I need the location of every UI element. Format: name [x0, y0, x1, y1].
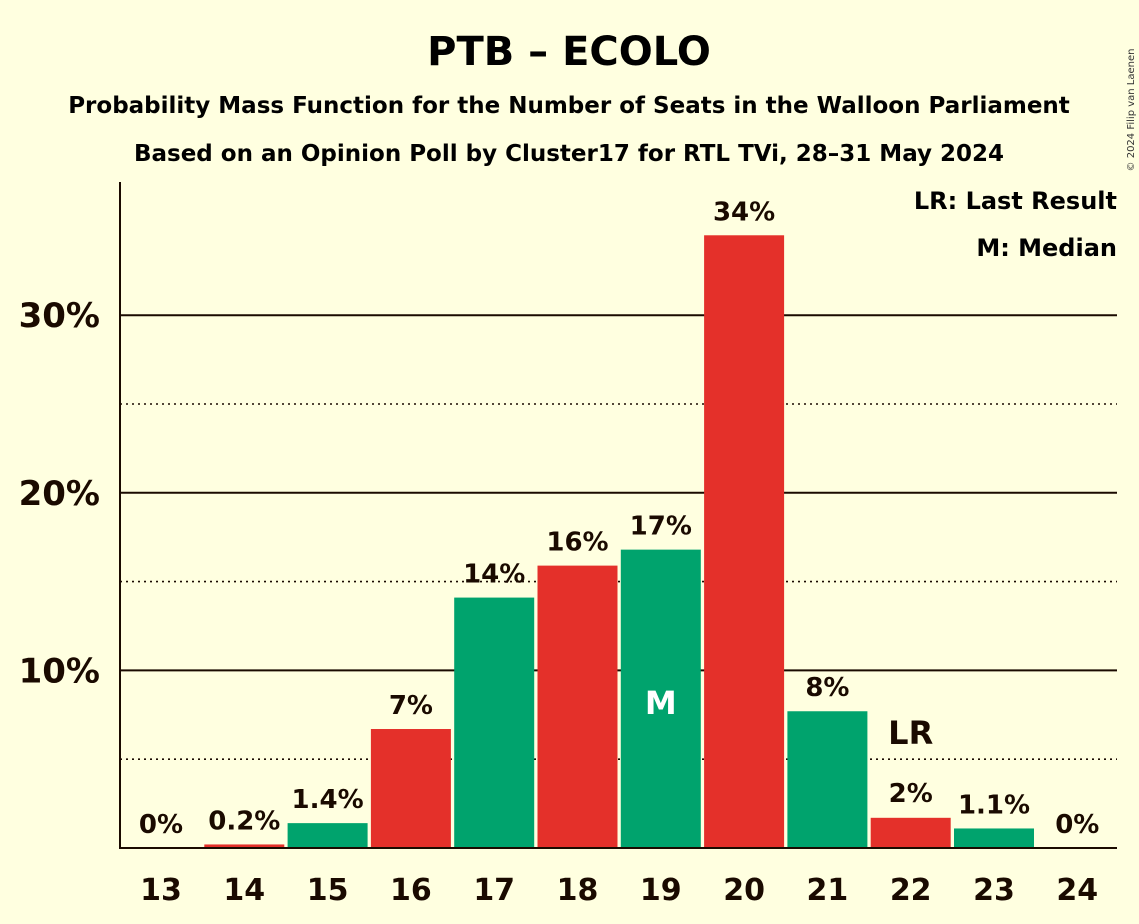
data-label: 0% [1055, 810, 1099, 840]
x-tick-label: 23 [973, 873, 1015, 908]
bar-17 [454, 597, 535, 848]
y-tick-label: 20% [19, 474, 100, 514]
x-tick-label: 18 [557, 873, 599, 908]
x-tick-label: 15 [307, 873, 349, 908]
bar-18 [537, 565, 618, 848]
data-label: 34% [713, 197, 775, 227]
legend-last-result: LR: Last Result [914, 187, 1117, 215]
data-label: 14% [463, 560, 525, 590]
data-label: 1.1% [958, 790, 1030, 820]
data-label: 1.4% [292, 785, 364, 815]
text-layer: PTB – ECOLO Probability Mass Function fo… [68, 29, 1137, 262]
data-label: 17% [630, 512, 692, 542]
x-tick-label: 16 [390, 873, 432, 908]
y-tick-label: 10% [19, 651, 100, 691]
data-label: 8% [805, 673, 849, 703]
bar-23 [954, 828, 1034, 848]
label-layer: 10% 20% 30% 13 0% 14 0.2% 15 1.4% 16 7% 17 14% 18 16% 1… [19, 197, 1100, 908]
bar-15 [287, 823, 368, 848]
axis-layer [119, 182, 1117, 849]
x-tick-label: 14 [223, 873, 265, 908]
x-tick-label: 17 [473, 873, 515, 908]
data-label: 16% [546, 528, 608, 558]
data-label: 2% [889, 779, 933, 809]
x-tick-label: 24 [1056, 873, 1098, 908]
data-label: 0.2% [208, 806, 280, 836]
bar-14 [204, 844, 285, 848]
chart-subtitle-source: Based on an Opinion Poll by Cluster17 fo… [134, 141, 1004, 167]
median-marker: M [645, 684, 677, 722]
copyright-text: © 2024 Filip van Laenen [1126, 49, 1137, 172]
y-tick-label: 30% [19, 296, 100, 336]
bar-16 [370, 729, 451, 848]
last-result-marker: LR [888, 714, 933, 752]
legend-median: M: Median [976, 234, 1117, 262]
data-label: 7% [389, 691, 433, 721]
x-tick-label: 13 [140, 873, 182, 908]
bar-20 [704, 235, 785, 848]
x-tick-label: 20 [723, 873, 765, 908]
chart-title: PTB – ECOLO [427, 29, 711, 75]
bar-22 [870, 817, 951, 848]
grid-layer [120, 314, 1117, 761]
x-tick-label: 19 [640, 873, 682, 908]
bar-layer [204, 235, 1034, 848]
x-tick-label: 22 [890, 873, 932, 908]
chart-subtitle: Probability Mass Function for the Number… [68, 93, 1070, 119]
x-tick-label: 21 [807, 873, 849, 908]
data-label: 0% [139, 810, 183, 840]
bar-21 [787, 711, 868, 848]
bar-19 [620, 549, 701, 848]
